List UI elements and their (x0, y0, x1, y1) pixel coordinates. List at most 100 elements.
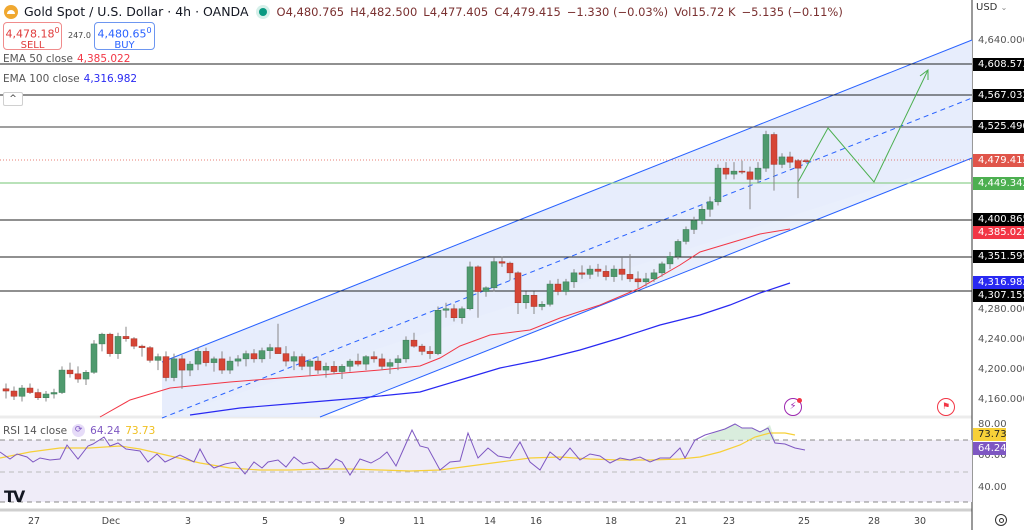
candle[interactable] (562, 281, 570, 292)
candle[interactable] (250, 353, 258, 360)
candle[interactable] (282, 353, 290, 362)
ema-50-legend[interactable]: EMA 50 close 4,385.022 (3, 53, 130, 65)
candle[interactable] (290, 356, 298, 362)
candle[interactable] (618, 268, 626, 275)
candle[interactable] (778, 156, 786, 165)
candle[interactable] (578, 272, 586, 275)
candle[interactable] (450, 308, 458, 318)
rsi-legend[interactable]: RSI 14 close ⟳ 64.24 73.73 (3, 424, 155, 437)
candle[interactable] (266, 347, 274, 351)
candle[interactable] (34, 392, 42, 399)
price-level-label[interactable]: 4,479.415 (973, 154, 1024, 167)
sell-button[interactable]: 4,478.180 SELL (3, 22, 62, 51)
candle[interactable] (626, 274, 634, 280)
candle[interactable] (154, 356, 162, 361)
candle[interactable] (26, 387, 34, 393)
candle[interactable] (370, 356, 378, 360)
candle[interactable] (162, 356, 170, 378)
price-level-label[interactable]: 4,307.155 (973, 289, 1024, 302)
candle[interactable] (642, 278, 650, 283)
horizontal-levels[interactable] (0, 63, 972, 292)
settings-gear-icon[interactable] (995, 514, 1007, 526)
price-level-label[interactable]: 4,316.982 (973, 276, 1024, 289)
candle[interactable] (138, 345, 146, 348)
candle[interactable] (354, 360, 362, 365)
candle[interactable] (242, 353, 250, 360)
candle[interactable] (514, 272, 522, 304)
candle[interactable] (490, 261, 498, 289)
candle[interactable] (466, 266, 474, 310)
candle[interactable] (90, 343, 98, 373)
candle[interactable] (674, 241, 682, 257)
candle[interactable] (74, 373, 82, 380)
symbol-title[interactable]: Gold Spot / U.S. Dollar · 4h · OANDA (24, 4, 249, 19)
candle[interactable] (130, 338, 138, 347)
candle[interactable] (82, 372, 90, 380)
candle[interactable] (594, 268, 602, 272)
price-level-label[interactable]: 4,449.342 (973, 177, 1024, 190)
price-level-label[interactable]: 4,351.595 (973, 250, 1024, 263)
price-level-label[interactable]: 4,525.490 (973, 120, 1024, 133)
buy-button[interactable]: 4,480.650 BUY (94, 22, 155, 51)
candle[interactable] (730, 170, 738, 175)
candle[interactable] (298, 356, 306, 367)
candle[interactable] (10, 390, 18, 397)
candle[interactable] (458, 308, 466, 318)
ema-50-line[interactable] (99, 228, 791, 418)
candle[interactable] (346, 360, 354, 367)
candle[interactable] (114, 336, 122, 354)
candle[interactable] (122, 336, 130, 339)
candle[interactable] (330, 366, 338, 372)
candle[interactable] (498, 261, 506, 264)
candle[interactable] (546, 283, 554, 305)
candle[interactable] (98, 333, 106, 345)
tradingview-logo-icon[interactable]: TV (4, 487, 25, 506)
candle[interactable] (378, 358, 386, 367)
candle[interactable] (186, 363, 194, 371)
candle[interactable] (258, 350, 266, 360)
candle[interactable] (338, 366, 346, 372)
candle[interactable] (2, 388, 10, 392)
candle[interactable] (738, 170, 746, 173)
candle[interactable] (194, 351, 202, 365)
candle[interactable] (218, 358, 226, 371)
candle[interactable] (786, 156, 794, 163)
candle[interactable] (58, 369, 66, 393)
channel-upper-line[interactable] (161, 39, 973, 363)
candle[interactable] (50, 392, 58, 395)
candle[interactable] (794, 160, 802, 169)
candle[interactable] (234, 358, 242, 362)
candle[interactable] (506, 262, 514, 274)
candle[interactable] (434, 310, 442, 354)
candle[interactable] (322, 366, 330, 371)
candle[interactable] (754, 167, 762, 180)
currency-selector[interactable]: USD ⌄ (976, 2, 1007, 13)
channel-mid-line[interactable] (161, 97, 973, 419)
candle[interactable] (474, 266, 482, 292)
candle[interactable] (706, 201, 714, 210)
candle[interactable] (402, 339, 410, 360)
candle[interactable] (634, 278, 642, 283)
candle[interactable] (210, 358, 218, 363)
candle[interactable] (530, 295, 538, 307)
candle[interactable] (18, 387, 26, 397)
candle[interactable] (386, 362, 394, 367)
candle[interactable] (226, 360, 234, 371)
candle[interactable] (274, 347, 282, 354)
candle[interactable] (682, 229, 690, 242)
ema-100-legend[interactable]: EMA 100 close 4,316.982 (3, 73, 137, 85)
candle[interactable] (314, 360, 322, 371)
candlestick-series[interactable] (2, 130, 810, 402)
rsi-sync-icon[interactable]: ⟳ (72, 424, 86, 437)
candle[interactable] (714, 167, 722, 203)
candle[interactable] (722, 167, 730, 175)
candle[interactable] (554, 283, 562, 292)
candle[interactable] (410, 339, 418, 347)
price-level-label[interactable]: 4,608.573 (973, 58, 1024, 71)
rsi-line[interactable] (0, 423, 806, 476)
candle[interactable] (522, 295, 530, 304)
candle[interactable] (66, 369, 74, 375)
candle[interactable] (690, 220, 698, 230)
candle[interactable] (610, 268, 618, 277)
